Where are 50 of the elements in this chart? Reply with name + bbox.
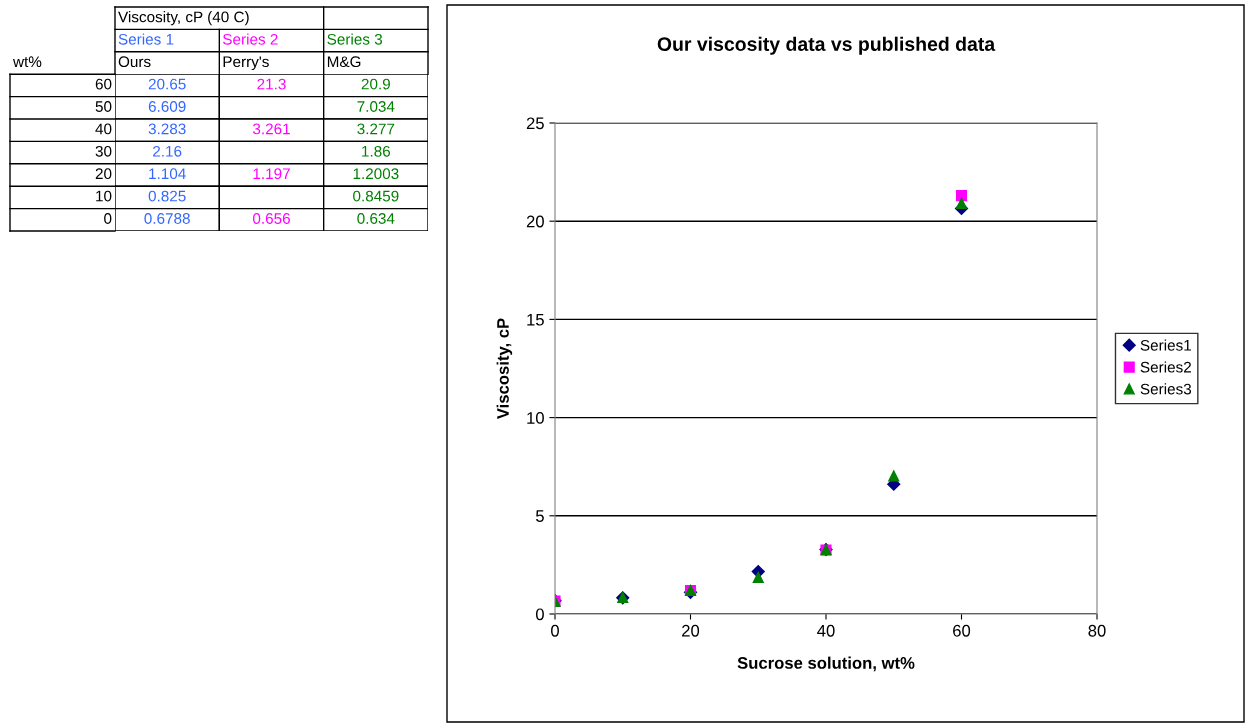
data-label: 1.86: [362, 145, 391, 157]
y-tick-label: 15: [527, 313, 544, 326]
data-label: 3.261: [252, 123, 290, 135]
data-label: 0.634: [357, 213, 395, 224]
legend-label: Series3: [1140, 383, 1192, 395]
y-tick-label: 0: [104, 213, 112, 224]
x-tick-label: Series 3: [327, 33, 383, 45]
text: Perry's: [223, 56, 269, 71]
y-tick-label: 10: [527, 412, 544, 424]
y-tick-label: 30: [95, 145, 112, 157]
y-tick-label: 25: [526, 117, 544, 130]
legend-label: Series2: [1140, 361, 1191, 373]
data-label: 21.3: [257, 78, 286, 90]
data-label: 20.65: [148, 78, 186, 90]
data-label: 1.104: [149, 168, 186, 180]
data-label: 2.16: [153, 145, 182, 157]
data-label: 20.9: [361, 78, 390, 90]
y-tick-label: 10: [96, 190, 112, 202]
text: M&G: [327, 56, 361, 68]
data-label: 0.8459: [353, 190, 399, 202]
chart-title: Viscosity, cP (40 C): [118, 11, 249, 26]
y-tick-label: 40: [95, 123, 112, 135]
data-label: 1.197: [253, 168, 290, 180]
chart-title: Our viscosity data vs published data: [657, 36, 996, 55]
y-tick-label: 20: [95, 168, 112, 180]
x-tick-label: 80: [1088, 624, 1106, 637]
data-label: 0.825: [148, 190, 186, 202]
data-label: 6.609: [148, 101, 186, 112]
y-tick-label: 0: [535, 608, 544, 621]
data-label: 3.283: [148, 123, 186, 135]
data-label: 0.6788: [144, 213, 190, 224]
data-label: 0.656: [252, 213, 290, 224]
y-axis-title: Viscosity, cP: [496, 318, 513, 420]
legend-label: Series1: [1140, 339, 1191, 351]
x-tick-label: 60: [953, 624, 971, 637]
data-label: 1.2003: [353, 168, 399, 180]
data-label: 7.034: [357, 101, 395, 112]
y-tick-label: 50: [95, 101, 112, 112]
y-axis-title: wt%: [12, 56, 42, 68]
x-axis-title: Sucrose solution, wt%: [737, 656, 915, 672]
y-tick-label: 20: [526, 215, 544, 228]
x-tick-label: 20: [682, 624, 700, 637]
y-tick-label: 5: [535, 510, 544, 522]
data-label: 3.277: [357, 123, 395, 135]
y-tick-label: 60: [95, 78, 112, 90]
x-tick-label: 0: [551, 624, 559, 637]
x-tick-label: Series 1: [118, 33, 174, 45]
text: Ours: [118, 56, 151, 68]
x-tick-label: 40: [817, 624, 835, 637]
x-tick-label: Series 2: [223, 33, 278, 45]
